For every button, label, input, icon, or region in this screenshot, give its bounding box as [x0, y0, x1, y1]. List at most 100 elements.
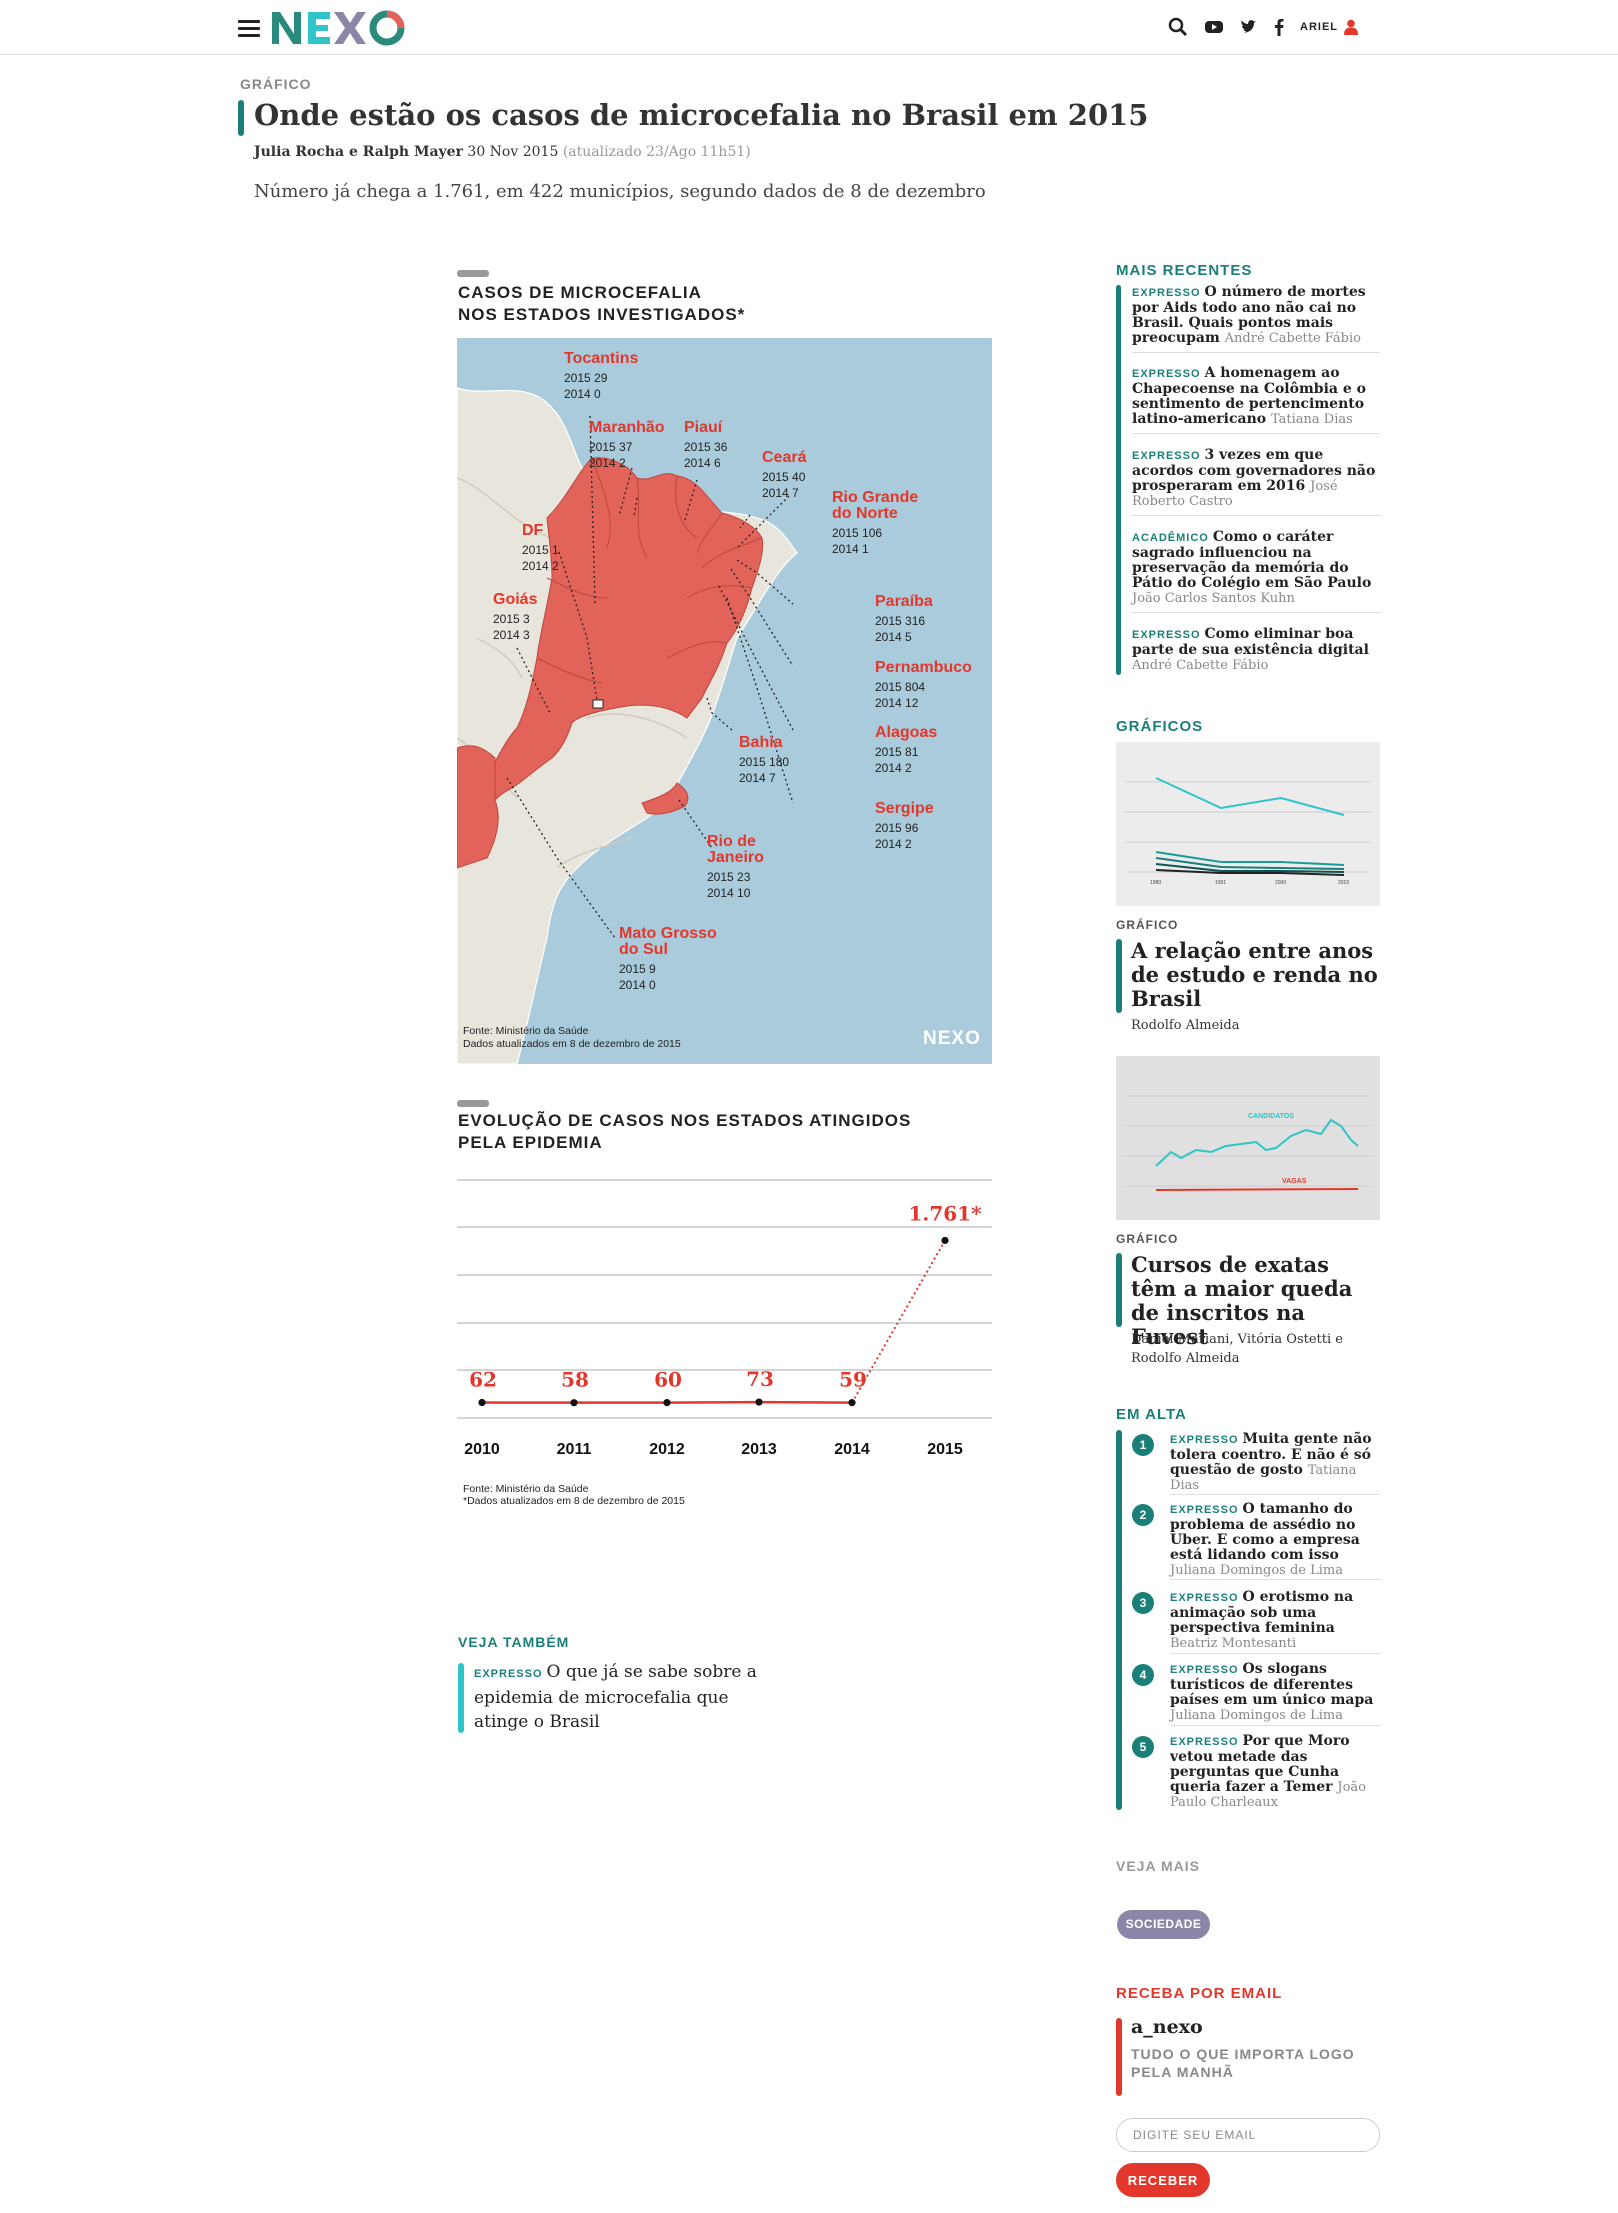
svg-text:2015 36: 2015 36 — [684, 440, 728, 454]
graficos-heading: GRÁFICOS — [1116, 718, 1204, 735]
microcephaly-map: Tocantins 2015 29 2014 0 Maranhão 2015 3… — [457, 338, 992, 1064]
svg-text:2015 804: 2015 804 — [875, 680, 925, 694]
svg-text:CANDIDATOS: CANDIDATOS — [1248, 1113, 1294, 1120]
user-name[interactable]: ARIEL — [1300, 21, 1338, 33]
grafico-author[interactable]: Daniel Mariani, Vitória Ostetti e Rodolf… — [1131, 1332, 1343, 1366]
top-bar: ARIEL — [0, 0, 1618, 55]
alta-heading: EM ALTA — [1116, 1406, 1187, 1423]
svg-text:2015 3: 2015 3 — [493, 612, 530, 626]
svg-text:Maranhão: Maranhão — [589, 419, 665, 436]
x-tick-label: 2014 — [834, 1441, 870, 1458]
article-title: Onde estão os casos de microcefalia no B… — [254, 98, 1149, 132]
map-chart-heading: CASOS DE MICROCEFALIA NOS ESTADOS INVEST… — [458, 282, 745, 326]
rank-badge: 1 — [1132, 1434, 1154, 1456]
state-label-mato-grosso-do-sul: Mato Grosso do Sul 2015 9 2014 0 — [619, 925, 717, 992]
recent-heading: MAIS RECENTES — [1116, 262, 1253, 279]
byline: Julia Rocha e Ralph Mayer 30 Nov 2015 (a… — [254, 144, 751, 160]
svg-text:2014 7: 2014 7 — [762, 486, 799, 500]
line-chart-heading: EVOLUÇÃO DE CASOS NOS ESTADOS ATINGIDOS … — [458, 1110, 911, 1154]
grafico-title[interactable]: Cursos de exatas têm a maior queda de in… — [1131, 1252, 1353, 1349]
state-label-ceara: Ceará 2015 40 2014 7 — [762, 449, 807, 500]
data-point — [941, 1236, 949, 1245]
svg-text:2014 0: 2014 0 — [619, 978, 656, 992]
newsletter-description: TUDO O QUE IMPORTA LOGO PELA MANHÃ — [1131, 2046, 1355, 2080]
svg-text:2000: 2000 — [1275, 880, 1286, 886]
svg-text:2014 3: 2014 3 — [493, 628, 530, 642]
map-heading-line2: NOS ESTADOS INVESTIGADOS* — [458, 305, 746, 324]
svg-text:VAGAS: VAGAS — [1282, 1178, 1307, 1185]
email-heading: RECEBA POR EMAIL — [1116, 1985, 1283, 2002]
grafico-kicker: GRÁFICO — [1116, 918, 1179, 932]
updated-date: (atualizado 23/Ago 11h51) — [562, 144, 751, 160]
x-tick-label: 2015 — [927, 1441, 963, 1458]
data-label: 73 — [746, 1367, 774, 1391]
state-name: Tocantins — [564, 350, 638, 367]
data-point — [478, 1398, 486, 1407]
youtube-icon[interactable] — [1204, 19, 1224, 35]
svg-text:2010: 2010 — [1338, 880, 1349, 886]
svg-text:Pernambuco: Pernambuco — [875, 659, 972, 676]
state-label-paraiba: Paraíba 2015 316 2014 5 — [875, 593, 933, 644]
list-item[interactable]: EXPRESSO O número de mortes por Aids todo… — [1132, 285, 1380, 353]
topic-tag-sociedade[interactable]: SOCIEDADE — [1117, 1910, 1210, 1939]
svg-text:2015 40: 2015 40 — [762, 470, 806, 484]
twitter-icon[interactable] — [1240, 19, 1258, 35]
title-accent-bar — [238, 100, 244, 136]
x-tick-label: 2011 — [557, 1441, 592, 1458]
state-label-df: DF 2015 1 2014 2 — [522, 522, 559, 573]
svg-text:2015 1: 2015 1 — [522, 543, 559, 557]
list-item[interactable]: ACADÊMICO Como o caráter sagrado influenc… — [1132, 530, 1380, 613]
chart-source: Fonte: Ministério da Saúde — [463, 1483, 589, 1495]
grafico-author[interactable]: Rodolfo Almeida — [1131, 1018, 1240, 1033]
subscribe-button[interactable]: RECEBER — [1116, 2163, 1210, 2197]
nexo-logo[interactable] — [270, 6, 430, 50]
related-title: O que já se sabe sobre a epidemia de mic… — [474, 1662, 757, 1732]
svg-text:2014 2: 2014 2 — [875, 837, 912, 851]
email-field[interactable] — [1116, 2118, 1380, 2152]
svg-text:Paraíba: Paraíba — [875, 593, 933, 610]
svg-text:2015 316: 2015 316 — [875, 614, 925, 628]
header-actions: ARIEL — [1168, 12, 1358, 42]
projection-line — [851, 1239, 946, 1404]
svg-text:2015 23: 2015 23 — [707, 870, 751, 884]
search-icon[interactable] — [1168, 17, 1188, 37]
svg-text:2015 81: 2015 81 — [875, 745, 919, 759]
chart-marker — [457, 1100, 489, 1107]
svg-text:2014 2: 2014 2 — [589, 456, 626, 470]
svg-text:Goiás: Goiás — [493, 591, 538, 608]
user-icon[interactable] — [1344, 19, 1358, 35]
data-point — [755, 1398, 763, 1406]
list-item[interactable]: EXPRESSO A homenagem ao Chapecoense na Co… — [1132, 366, 1380, 434]
map-watermark: NEXO — [923, 1028, 981, 1049]
list-item[interactable]: EXPRESSO Como eliminar boa parte de sua e… — [1132, 626, 1369, 674]
list-item[interactable]: EXPRESSO 3 vezes em que acordos com gover… — [1132, 448, 1380, 516]
related-article-link[interactable]: EXPRESSO O que já se sabe sobre a epidemi… — [474, 1660, 774, 1734]
menu-icon[interactable] — [238, 20, 260, 37]
email-accent-bar — [1116, 2018, 1122, 2096]
author-names[interactable]: Julia Rocha e Ralph Mayer — [254, 144, 463, 160]
chart-thumbnail-education-income[interactable]: 1980 1991 2000 2010 — [1116, 742, 1380, 906]
data-label: 62 — [469, 1368, 497, 1392]
data-point — [848, 1399, 856, 1407]
grafico-title[interactable]: A relação entre anos de estudo e renda n… — [1131, 938, 1378, 1011]
svg-text:2015 37: 2015 37 — [589, 440, 633, 454]
leader-lines — [506, 415, 794, 939]
veja-mais-heading: VEJA MAIS — [1116, 1858, 1200, 1874]
newsletter-name: a_nexo — [1131, 2016, 1203, 2038]
svg-text:2015 96: 2015 96 — [875, 821, 919, 835]
svg-text:2014 6: 2014 6 — [684, 456, 721, 470]
x-tick-label: 2012 — [649, 1441, 685, 1458]
svg-text:2015 106: 2015 106 — [832, 526, 882, 540]
svg-text:Bahia: Bahia — [739, 734, 783, 751]
state-label-goias: Goiás 2015 3 2014 3 — [493, 591, 538, 642]
chart-thumbnail-fuvest[interactable]: CANDIDATOS VAGAS — [1116, 1056, 1380, 1220]
svg-text:2015 180: 2015 180 — [739, 755, 789, 769]
facebook-icon[interactable] — [1274, 18, 1284, 36]
state-label-pernambuco: Pernambuco 2015 804 2014 12 — [875, 659, 972, 710]
northeast-borders — [536, 457, 763, 684]
state-label-bahia: Bahia 2015 180 2014 7 — [739, 734, 789, 785]
svg-text:2014 5: 2014 5 — [875, 630, 912, 644]
ms-highlight — [457, 745, 499, 869]
svg-text:Ceará: Ceará — [762, 449, 807, 466]
data-label: 60 — [654, 1368, 682, 1392]
